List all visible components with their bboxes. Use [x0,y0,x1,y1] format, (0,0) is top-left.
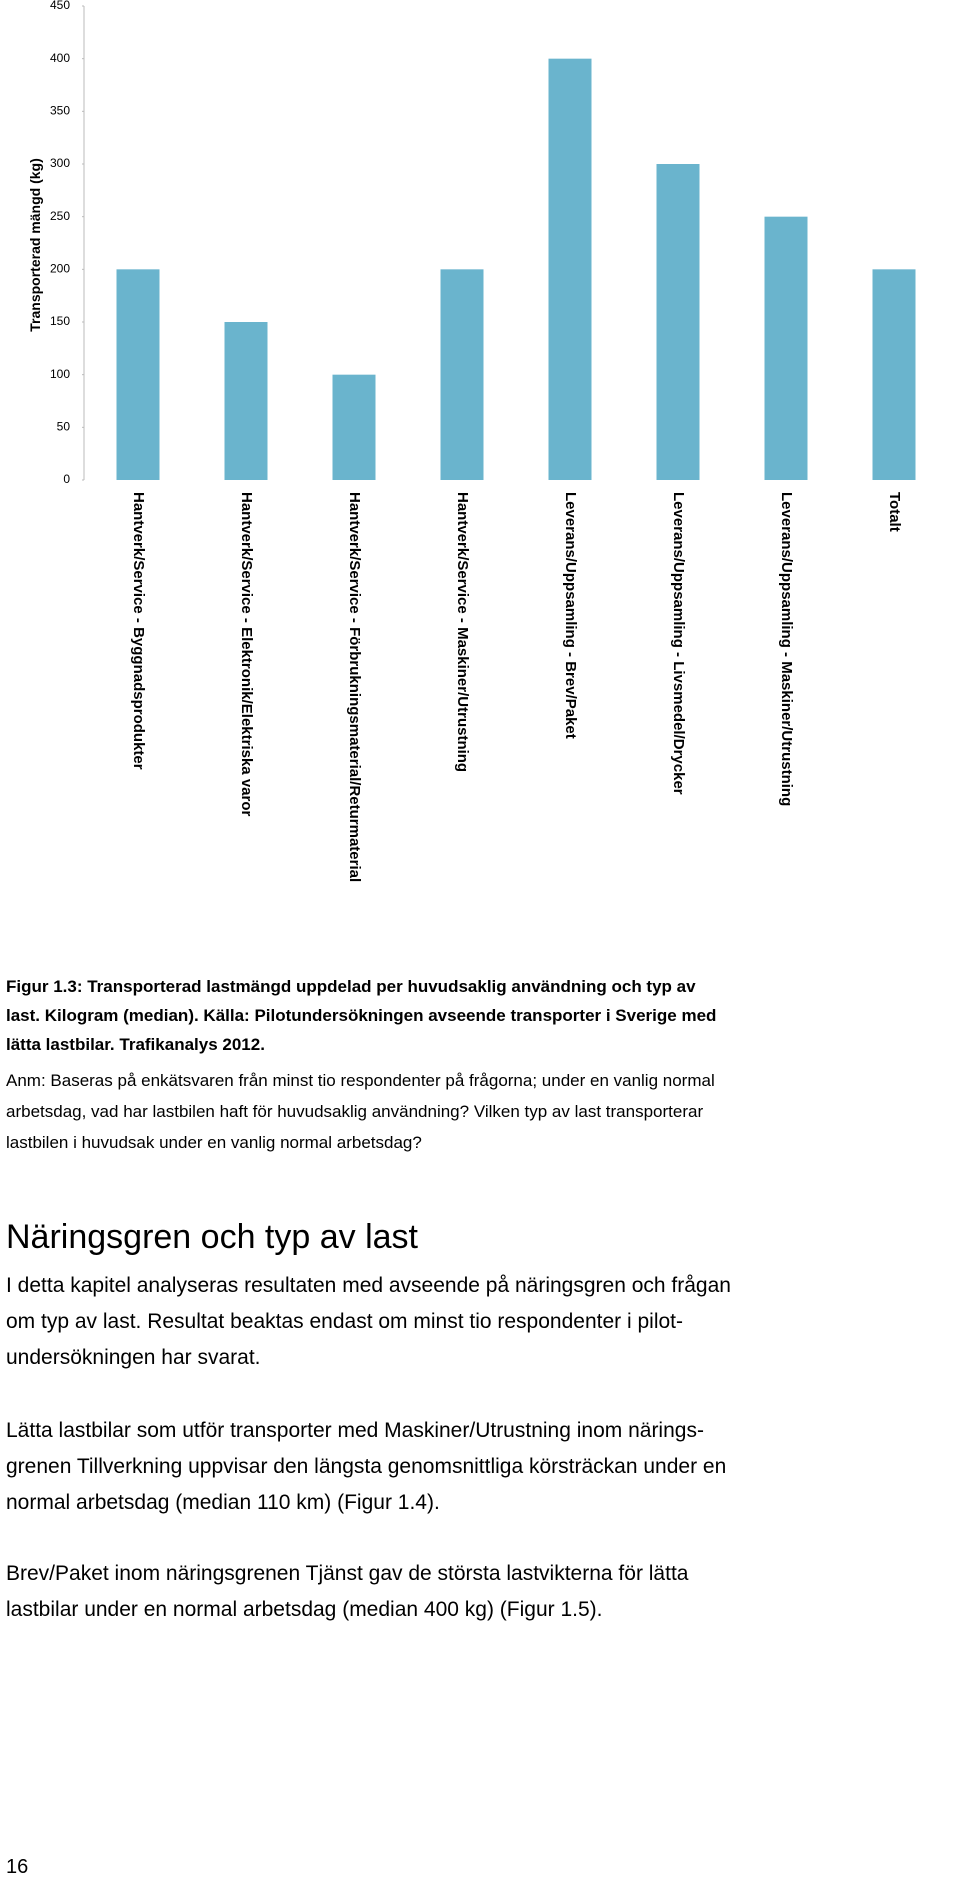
bar [764,216,808,480]
note-line: lastbilen i huvudsak under en vanlig nor… [6,1133,422,1152]
page-number: 16 [6,1856,29,1878]
caption-line: lätta lastbilar. Trafikanalys 2012. [6,1035,265,1054]
paragraph-line: grenen Tillverkning uppvisar den längsta… [6,1455,727,1478]
paragraph: I detta kapitel analyseras resultaten me… [6,1268,731,1376]
figure-note: Anm: Baseras på enkätsvaren från minst t… [6,1065,715,1158]
y-tick-label: 100 [50,367,70,381]
paragraph-line: Brev/Paket inom näringsgrenen Tjänst gav… [6,1562,689,1585]
bar [872,269,916,480]
y-tick-label: 200 [50,262,70,276]
y-tick-label: 50 [57,420,71,434]
note-line: arbetsdag, vad har lastbilen haft för hu… [6,1102,704,1121]
x-tick-label: Hantverk/Service - Byggnadsprodukter [130,492,147,770]
paragraph-line: om typ av last. Resultat beaktas endast … [6,1310,683,1333]
y-axis-label: Transporterad mängd (kg) [27,158,43,331]
x-tick-label: Leverans/Uppsamling - Maskiner/Utrustnin… [778,492,795,806]
y-tick-label: 250 [50,209,70,223]
x-tick-label: Hantverk/Service - Elektronik/Elektriska… [238,492,255,817]
y-tick-label: 300 [50,156,70,170]
x-tick-label: Hantverk/Service - Maskiner/Utrustning [454,492,471,772]
bar [224,322,268,480]
y-tick-label: 150 [50,314,70,328]
paragraph-line: Lätta lastbilar som utför transporter me… [6,1419,704,1442]
section-heading: Näringsgren och typ av last [6,1218,418,1256]
paragraph-line: I detta kapitel analyseras resultaten me… [6,1274,731,1297]
paragraph-line: normal arbetsdag (median 110 km) (Figur … [6,1491,440,1514]
x-tick-label: Totalt [886,492,903,532]
y-tick-label: 350 [50,104,70,118]
caption-line: Figur 1.3: Transporterad lastmängd uppde… [6,977,696,996]
x-tick-label: Hantverk/Service - Förbrukningsmaterial/… [346,492,363,882]
paragraph-line: lastbilar under en normal arbetsdag (med… [6,1598,603,1621]
y-tick-label: 400 [50,51,70,65]
bar [440,269,484,480]
x-tick-label: Leverans/Uppsamling - Brev/Paket [562,492,579,739]
chart: Transporterad mängd (kg) 0 50 100 150 200 250… [27,0,916,882]
y-tick-label: 450 [50,0,70,12]
y-tick-label: 0 [63,472,70,486]
paragraph-line: undersökningen har svarat. [6,1346,261,1369]
bar [548,58,592,481]
bar [656,164,700,480]
x-tick-label: Leverans/Uppsamling - Livsmedel/Drycker [670,492,687,795]
paragraph: Lätta lastbilar som utför transporter me… [6,1413,726,1521]
bar [116,269,160,480]
caption-line: last. Kilogram (median). Källa: Pilotund… [6,1006,717,1025]
bar [332,374,376,480]
paragraph: Brev/Paket inom näringsgrenen Tjänst gav… [6,1556,688,1628]
figure-caption: Figur 1.3: Transporterad lastmängd uppde… [6,972,716,1059]
note-line: Anm: Baseras på enkätsvaren från minst t… [6,1071,715,1090]
